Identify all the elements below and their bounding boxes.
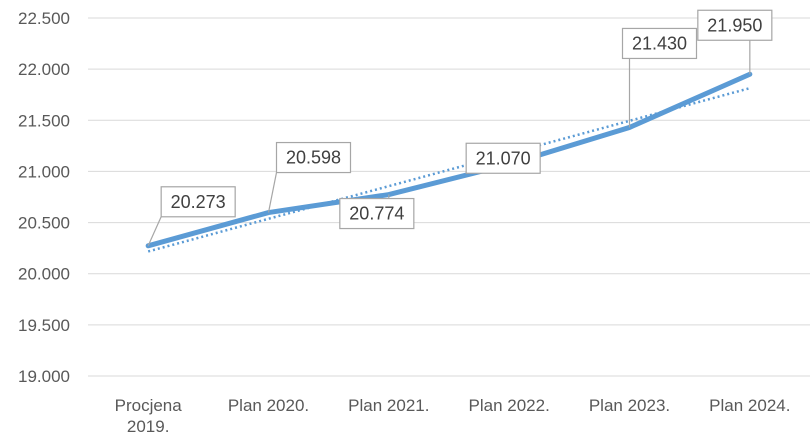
x-tick-label-line: Plan 2023. <box>589 396 670 415</box>
data-label-text: 20.598 <box>286 148 341 168</box>
y-axis-tick-labels: 19.000 19.500 20.000 20.500 21.000 21.500 22.0… <box>18 9 70 386</box>
y-tick-label: 22.500 <box>18 9 70 28</box>
y-tick-label: 22.000 <box>18 60 70 79</box>
x-tick-label-line: 2019. <box>127 417 170 436</box>
y-tick-label: 19.500 <box>18 316 70 335</box>
x-tick-label: Procjena 2019. <box>115 396 183 436</box>
data-label-text: 21.070 <box>476 148 531 168</box>
series-path <box>148 74 750 246</box>
data-label: 20.273 <box>148 187 235 246</box>
y-tick-label: 20.500 <box>18 214 70 233</box>
data-label-text: 20.774 <box>349 204 404 224</box>
x-tick-label-line: Plan 2024. <box>709 396 790 415</box>
y-tick-label: 19.000 <box>18 367 70 386</box>
series-line <box>148 74 750 246</box>
y-tick-label: 21.000 <box>18 162 70 181</box>
x-tick-label-line: Plan 2021. <box>348 396 429 415</box>
x-tick-label: Plan 2023. <box>589 396 670 415</box>
x-tick-label-line: Plan 2022. <box>469 396 550 415</box>
x-tick-label: Plan 2020. <box>228 396 309 415</box>
data-label: 21.070 <box>466 143 540 173</box>
x-tick-label: Plan 2021. <box>348 396 429 415</box>
x-tick-label-line: Procjena <box>115 396 183 415</box>
x-tick-label: Plan 2024. <box>709 396 790 415</box>
x-tick-label: Plan 2022. <box>469 396 550 415</box>
y-tick-label: 21.500 <box>18 111 70 130</box>
data-label-text: 20.273 <box>171 192 226 212</box>
x-tick-label-line: Plan 2020. <box>228 396 309 415</box>
y-tick-label: 20.000 <box>18 265 70 284</box>
data-label-text: 21.950 <box>707 15 762 35</box>
x-axis-tick-labels: Procjena 2019. Plan 2020. Plan 2021. Plan 20… <box>115 396 791 436</box>
data-labels: 20.273 20.598 20.774 21.070 21.430 21.950 <box>148 10 772 246</box>
data-label: 21.950 <box>698 10 772 74</box>
data-label: 20.774 <box>340 195 414 229</box>
data-label-text: 21.430 <box>632 33 687 53</box>
data-label-leader <box>269 173 277 213</box>
